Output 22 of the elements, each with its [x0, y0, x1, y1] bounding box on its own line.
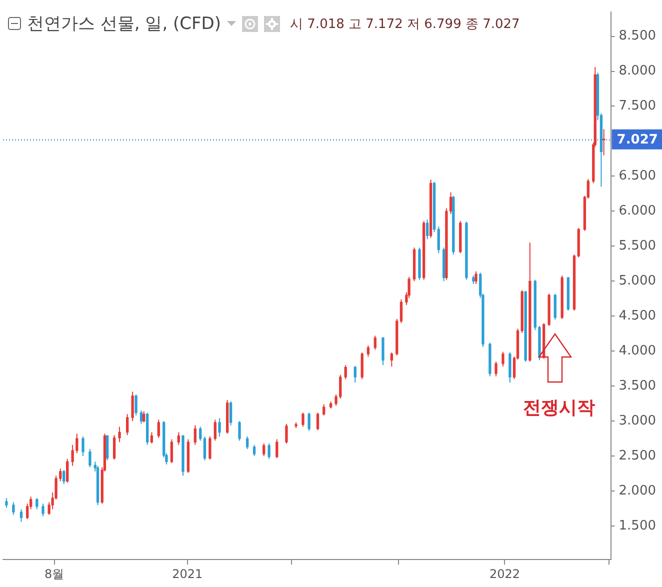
y-tick-label: 5.500 [618, 238, 656, 254]
y-tick-label: 4.000 [618, 343, 656, 358]
y-tick-label: 2.500 [618, 448, 656, 464]
y-tick-label: 8.500 [618, 28, 656, 44]
y-tick-label: 1.500 [618, 518, 656, 534]
y-tick-label: 6.500 [618, 168, 656, 184]
y-tick-label: 3.000 [618, 413, 656, 428]
y-tick-label: 8.000 [618, 64, 656, 79]
y-tick-label: 3.500 [618, 378, 656, 394]
y-tick-label: 2.000 [618, 483, 656, 498]
chart-title: 천연가스 선물, 일, (CFD) [27, 13, 222, 35]
annotation: 전쟁시작 [522, 397, 595, 418]
ref-line-label: 7.027 [616, 132, 658, 148]
candlestick [294, 422, 298, 429]
chart-subtitle: 시 7.018 고 7.172 저 6.799 종 7.027 [290, 16, 520, 32]
x-tick-label: 2021 [172, 566, 203, 581]
y-tick-label: 6.000 [618, 204, 656, 219]
y-tick-label: 4.500 [618, 308, 656, 324]
x-tick-label: 2022 [489, 566, 520, 581]
y-tick-label: 7.500 [618, 98, 656, 114]
y-tick-label: 5.000 [618, 274, 656, 289]
x-tick-label: 8월 [44, 566, 64, 581]
